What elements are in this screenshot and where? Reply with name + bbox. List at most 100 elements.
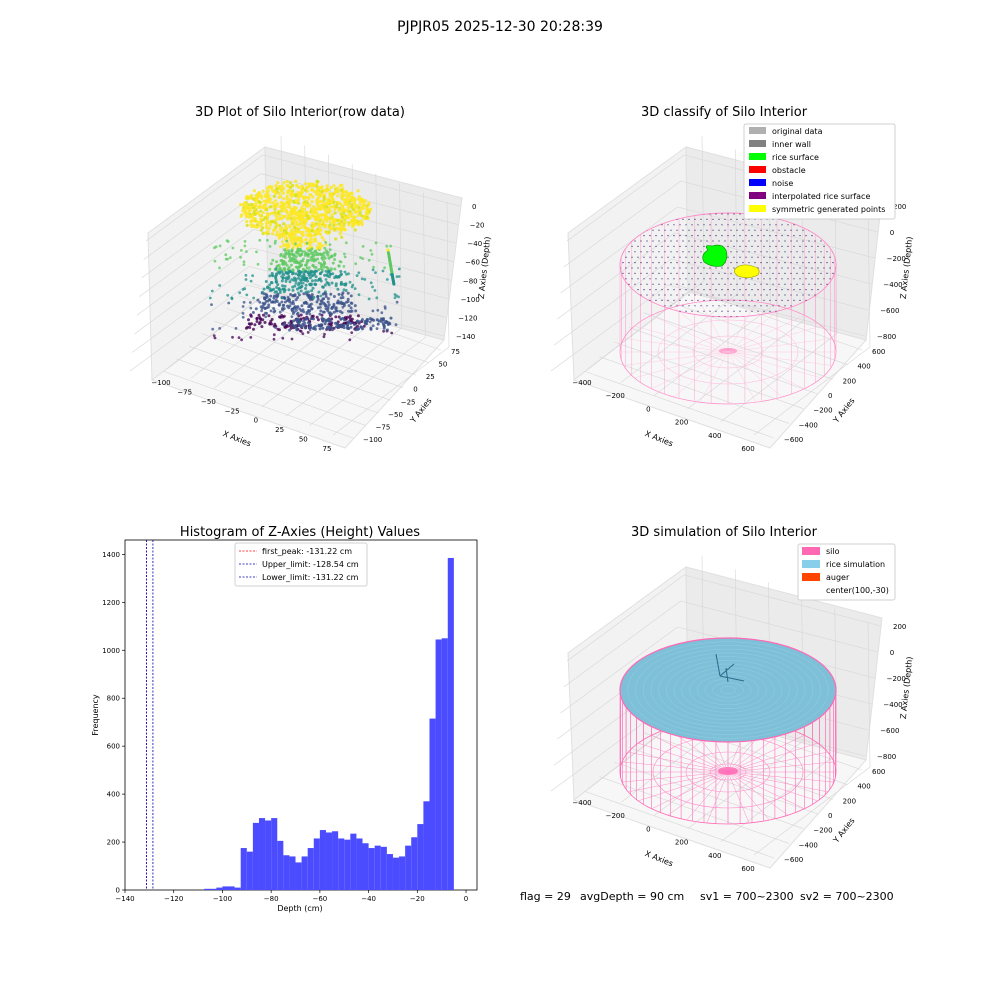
raw-point xyxy=(299,247,302,251)
histogram-bar xyxy=(325,832,333,890)
raw-point xyxy=(368,207,372,211)
interpolated-surface-point xyxy=(700,262,702,264)
raw-point xyxy=(313,269,317,273)
raw-point xyxy=(324,269,328,273)
raw-point xyxy=(290,309,294,313)
interpolated-surface-point xyxy=(727,310,729,312)
raw-point xyxy=(361,327,364,331)
raw-point xyxy=(329,226,333,231)
raw-point xyxy=(271,189,275,193)
raw-point xyxy=(291,199,295,203)
raw-point xyxy=(261,189,265,193)
interpolated-surface-point xyxy=(706,240,708,242)
interpolated-surface-point xyxy=(727,267,729,269)
interpolated-surface-point xyxy=(760,283,762,285)
interpolated-surface-point xyxy=(787,267,789,269)
raw-point xyxy=(270,322,273,326)
interpolated-surface-point xyxy=(760,262,762,264)
raw-point xyxy=(285,183,289,187)
rice-surface-patch xyxy=(702,244,728,267)
raw-point xyxy=(332,218,336,223)
interpolated-surface-point xyxy=(775,235,777,237)
raw-point xyxy=(306,253,309,256)
interpolated-surface-point xyxy=(814,272,816,274)
raw-point xyxy=(272,296,276,300)
raw-point xyxy=(371,268,375,272)
raw-point xyxy=(274,267,278,271)
raw-point xyxy=(255,225,259,229)
interpolated-surface-point xyxy=(781,267,783,269)
raw-point xyxy=(283,266,286,270)
interpolated-surface-point xyxy=(733,299,735,301)
raw-point xyxy=(299,278,302,282)
raw-point xyxy=(290,220,294,224)
interpolated-surface-point xyxy=(658,272,660,274)
raw-point xyxy=(241,311,245,315)
simulation-x-axis-label: X Axies xyxy=(644,849,675,868)
raw-point xyxy=(282,181,286,185)
raw-point xyxy=(274,279,278,283)
interpolated-surface-point xyxy=(778,294,780,296)
interpolated-surface-point xyxy=(733,256,735,258)
interpolated-surface-point xyxy=(805,256,807,258)
interpolated-surface-point xyxy=(667,256,669,258)
interpolated-surface-point xyxy=(748,251,750,253)
interpolated-surface-point xyxy=(643,267,645,269)
interpolated-surface-point xyxy=(697,256,699,258)
raw-point xyxy=(275,286,279,289)
raw-point xyxy=(318,207,323,211)
interpolated-surface-point xyxy=(634,272,636,274)
legend-swatch xyxy=(749,153,766,160)
raw-point xyxy=(290,337,294,341)
interpolated-surface-point xyxy=(784,262,786,264)
raw-point xyxy=(218,327,222,330)
raw-point xyxy=(357,197,361,201)
interpolated-surface-point xyxy=(775,267,777,269)
interpolated-surface-point xyxy=(766,283,768,285)
interpolated-surface-point xyxy=(802,251,804,253)
raw-point xyxy=(382,329,385,333)
interpolated-surface-point xyxy=(778,262,780,264)
raw-point xyxy=(356,319,359,323)
raw-point xyxy=(295,222,299,226)
interpolated-surface-point xyxy=(643,245,645,247)
raw-point xyxy=(301,281,305,285)
raw-point xyxy=(281,284,284,288)
raw-point xyxy=(389,316,393,320)
raw-point xyxy=(285,179,289,184)
raw-point xyxy=(295,312,299,316)
raw-x-tick-label: 75 xyxy=(323,445,332,453)
raw-point xyxy=(290,190,294,194)
interpolated-surface-point xyxy=(703,278,705,280)
interpolated-surface-point xyxy=(682,240,684,242)
interpolated-surface-point xyxy=(637,278,639,280)
raw-point xyxy=(258,192,262,196)
histogram-bar xyxy=(435,639,442,890)
raw-point xyxy=(265,295,269,299)
raw-point xyxy=(280,240,284,244)
interpolated-surface-point xyxy=(736,305,738,307)
raw-point xyxy=(280,205,284,209)
raw-point xyxy=(356,213,360,218)
histogram-x-tick-label: −40 xyxy=(361,895,376,903)
raw-point xyxy=(312,209,316,213)
interpolated-surface-point xyxy=(691,299,693,301)
raw-point xyxy=(282,197,286,201)
raw-z-tick-label: −20 xyxy=(470,222,485,230)
raw-point xyxy=(262,287,266,291)
raw-point xyxy=(268,283,272,287)
raw-point xyxy=(285,200,289,204)
raw-point xyxy=(349,213,353,217)
raw-point xyxy=(277,217,282,221)
histogram-x-tick-label: −140 xyxy=(115,895,134,903)
interpolated-surface-point xyxy=(739,289,741,291)
interpolated-surface-point xyxy=(727,278,729,280)
interpolated-surface-point xyxy=(766,272,768,274)
interpolated-surface-point xyxy=(796,262,798,264)
raw-point xyxy=(380,311,384,315)
raw-point xyxy=(300,249,304,253)
raw-point xyxy=(346,291,350,295)
raw-point xyxy=(285,247,289,251)
interpolated-surface-point xyxy=(640,294,642,296)
